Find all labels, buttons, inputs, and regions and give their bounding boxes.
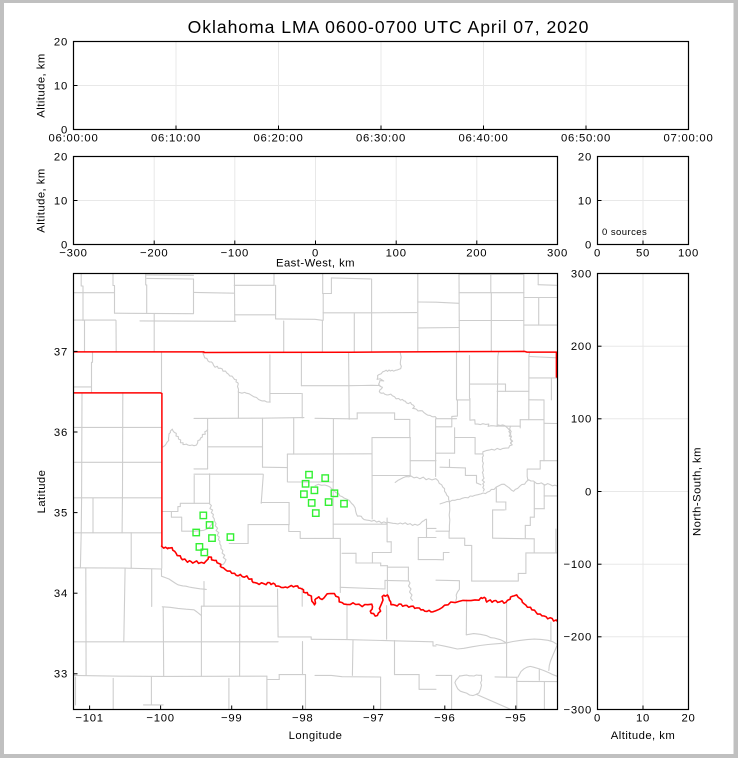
svg-text:20: 20 (681, 713, 695, 725)
svg-text:East-West, km: East-West, km (276, 258, 355, 270)
svg-text:200: 200 (466, 247, 487, 259)
svg-text:33: 33 (54, 669, 68, 681)
svg-text:Longitude: Longitude (289, 730, 343, 742)
svg-text:0 sources: 0 sources (602, 227, 647, 238)
svg-text:10: 10 (636, 713, 650, 725)
svg-text:300: 300 (547, 247, 568, 259)
svg-text:06:20:00: 06:20:00 (254, 132, 304, 144)
svg-text:06:40:00: 06:40:00 (459, 132, 509, 144)
svg-text:−300: −300 (564, 704, 592, 716)
svg-text:06:30:00: 06:30:00 (356, 132, 406, 144)
svg-text:Altitude, km: Altitude, km (611, 730, 675, 742)
svg-text:−100: −100 (564, 559, 592, 571)
svg-text:−96: −96 (434, 713, 455, 725)
svg-text:−101: −101 (75, 713, 103, 725)
svg-text:Oklahoma LMA 0600-0700 UTC Apr: Oklahoma LMA 0600-0700 UTC April 07, 202… (188, 17, 590, 37)
svg-text:10: 10 (54, 80, 68, 92)
svg-text:0: 0 (585, 486, 592, 498)
svg-text:35: 35 (54, 508, 68, 520)
svg-text:−200: −200 (140, 247, 168, 259)
svg-text:300: 300 (571, 268, 592, 280)
svg-text:−99: −99 (221, 713, 242, 725)
svg-text:Altitude, km: Altitude, km (36, 168, 48, 232)
svg-text:10: 10 (54, 195, 68, 207)
svg-text:06:10:00: 06:10:00 (151, 132, 201, 144)
svg-text:−200: −200 (564, 632, 592, 644)
svg-text:200: 200 (571, 341, 592, 353)
svg-text:−100: −100 (146, 713, 174, 725)
svg-text:Latitude: Latitude (36, 470, 48, 514)
svg-text:−98: −98 (292, 713, 313, 725)
svg-text:100: 100 (386, 247, 407, 259)
svg-text:North-South, km: North-South, km (692, 447, 704, 536)
svg-text:20: 20 (54, 36, 68, 48)
svg-text:−100: −100 (221, 247, 249, 259)
svg-text:0: 0 (594, 247, 601, 259)
svg-text:0: 0 (312, 247, 319, 259)
svg-text:100: 100 (678, 247, 699, 259)
svg-text:20: 20 (54, 151, 68, 163)
svg-text:−97: −97 (363, 713, 384, 725)
svg-text:100: 100 (571, 414, 592, 426)
svg-text:06:50:00: 06:50:00 (561, 132, 611, 144)
svg-text:37: 37 (54, 346, 68, 358)
svg-text:36: 36 (54, 427, 68, 439)
svg-text:10: 10 (578, 195, 592, 207)
svg-text:0: 0 (61, 124, 68, 136)
svg-text:34: 34 (54, 588, 68, 600)
svg-text:0: 0 (61, 239, 68, 251)
svg-text:0: 0 (594, 713, 601, 725)
svg-text:20: 20 (578, 151, 592, 163)
svg-text:06:00:00: 06:00:00 (49, 132, 99, 144)
svg-text:−95: −95 (505, 713, 526, 725)
svg-text:−300: −300 (59, 247, 87, 259)
svg-text:0: 0 (585, 239, 592, 251)
svg-text:Altitude, km: Altitude, km (36, 53, 48, 117)
svg-text:07:00:00: 07:00:00 (664, 132, 714, 144)
svg-text:50: 50 (636, 247, 650, 259)
